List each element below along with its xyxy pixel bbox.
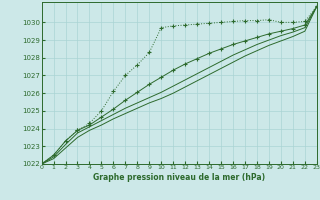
X-axis label: Graphe pression niveau de la mer (hPa): Graphe pression niveau de la mer (hPa) xyxy=(93,173,265,182)
